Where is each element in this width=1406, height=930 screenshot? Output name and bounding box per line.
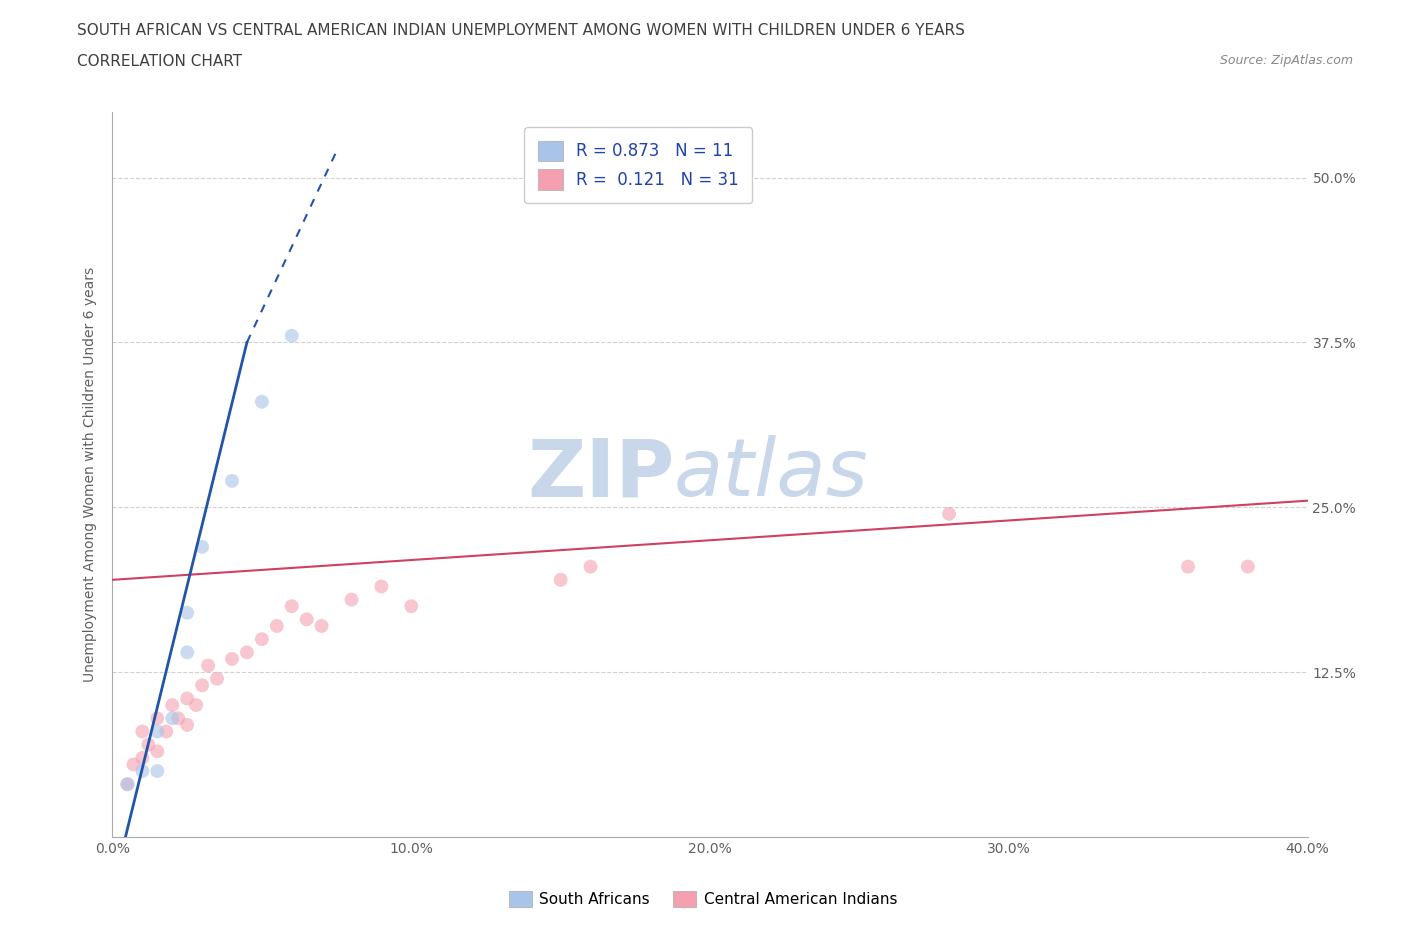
Point bbox=[122, 757, 145, 772]
Point bbox=[176, 644, 198, 659]
Text: ZIP: ZIP bbox=[527, 435, 675, 513]
Point bbox=[162, 711, 183, 725]
Point bbox=[162, 698, 183, 712]
Point bbox=[340, 592, 363, 607]
Point bbox=[550, 572, 572, 587]
Point bbox=[250, 394, 273, 409]
Point bbox=[266, 618, 288, 633]
Point bbox=[205, 671, 228, 686]
Point bbox=[281, 328, 304, 343]
Point bbox=[146, 711, 169, 725]
Point bbox=[221, 473, 243, 488]
Point bbox=[938, 507, 960, 522]
Point bbox=[131, 764, 153, 778]
Point bbox=[146, 724, 169, 739]
Point bbox=[155, 724, 177, 739]
Point bbox=[138, 737, 160, 752]
Y-axis label: Unemployment Among Women with Children Under 6 years: Unemployment Among Women with Children U… bbox=[83, 267, 97, 682]
Point bbox=[197, 658, 219, 673]
Text: atlas: atlas bbox=[675, 435, 869, 513]
Point bbox=[579, 559, 602, 574]
Point bbox=[176, 691, 198, 706]
Point bbox=[117, 777, 139, 791]
Point bbox=[250, 631, 273, 646]
Legend: R = 0.873   N = 11, R =  0.121   N = 31: R = 0.873 N = 11, R = 0.121 N = 31 bbox=[524, 127, 752, 203]
Point bbox=[295, 612, 318, 627]
Point bbox=[1177, 559, 1199, 574]
Legend: South Africans, Central American Indians: South Africans, Central American Indians bbox=[503, 884, 903, 913]
Point bbox=[236, 644, 259, 659]
Point bbox=[221, 652, 243, 667]
Point bbox=[167, 711, 190, 725]
Point bbox=[146, 764, 169, 778]
Point bbox=[176, 717, 198, 732]
Point bbox=[146, 744, 169, 759]
Text: Source: ZipAtlas.com: Source: ZipAtlas.com bbox=[1219, 54, 1353, 67]
Point bbox=[176, 605, 198, 620]
Point bbox=[131, 724, 153, 739]
Point bbox=[191, 539, 214, 554]
Point bbox=[401, 599, 423, 614]
Point bbox=[186, 698, 208, 712]
Point bbox=[131, 751, 153, 765]
Text: SOUTH AFRICAN VS CENTRAL AMERICAN INDIAN UNEMPLOYMENT AMONG WOMEN WITH CHILDREN : SOUTH AFRICAN VS CENTRAL AMERICAN INDIAN… bbox=[77, 23, 965, 38]
Point bbox=[370, 579, 392, 594]
Point bbox=[311, 618, 333, 633]
Point bbox=[117, 777, 139, 791]
Point bbox=[191, 678, 214, 693]
Text: CORRELATION CHART: CORRELATION CHART bbox=[77, 54, 242, 69]
Point bbox=[1237, 559, 1260, 574]
Point bbox=[281, 599, 304, 614]
